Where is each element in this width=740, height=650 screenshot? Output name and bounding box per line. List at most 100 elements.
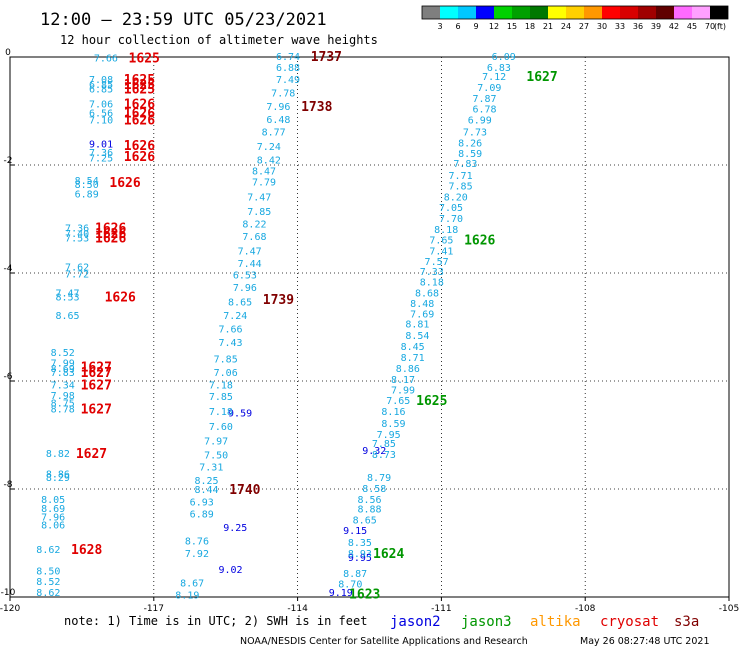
swh-value: 7.79 <box>252 177 276 188</box>
swh-value: 7.47 <box>55 289 79 300</box>
time-labels: 1625162516251625162616261626162616261626… <box>71 50 558 602</box>
swh-value: 7.83 <box>453 159 477 170</box>
time-label: 1625 <box>416 394 447 409</box>
swh-value: 7.70 <box>439 214 463 225</box>
swh-value: 6.78 <box>472 104 496 115</box>
plot-area: -120 -117 -114 -111 -108 -105 0 -2 -4 -6 -8 -10 9.0… <box>0 48 739 614</box>
swh-value: 7.96 <box>266 102 290 113</box>
swh-value: 8.65 <box>353 515 377 526</box>
swh-value: 8.25 <box>194 476 218 487</box>
time-label: 1625 <box>124 73 155 88</box>
swh-value: 7.78 <box>271 89 295 100</box>
swh-value: 7.57 <box>425 257 449 268</box>
swh-value: 7.05 <box>439 203 463 214</box>
swh-value: 8.50 <box>75 180 99 191</box>
swh-value: 7.31 <box>199 462 223 473</box>
scale-swatch <box>494 6 512 19</box>
swh-value: 7.97 <box>204 436 228 447</box>
time-label: 1626 <box>109 176 140 191</box>
swh-value: 8.56 <box>357 495 381 506</box>
swh-value: 7.96 <box>233 283 257 294</box>
scale-label: 27 <box>579 22 589 31</box>
swh-value: 8.67 <box>180 579 204 590</box>
swh-value: 8.77 <box>262 128 286 139</box>
swh-value: 8.18 <box>434 225 458 236</box>
scale-swatch <box>530 6 548 19</box>
color-scale-bar: 3 6 9 12 15 18 21 24 27 30 33 36 39 42 45 70(ft) <box>421 5 729 31</box>
scale-unit: (ft) <box>714 22 726 31</box>
swh-value: 7.85 <box>214 354 238 365</box>
time-label: 1626 <box>124 150 155 165</box>
swh-value: 7.66 <box>218 325 242 336</box>
swh-value: 8.69 <box>51 364 75 375</box>
swh-value: 7.40 <box>65 229 89 240</box>
swh-value: 7.24 <box>257 142 281 153</box>
scale-label: 70 <box>705 22 715 31</box>
swh-value: 7.85 <box>247 207 271 218</box>
swh-value: 8.06 <box>41 521 65 532</box>
swh-value: 8.88 <box>357 505 381 516</box>
swh-value: 8.79 <box>367 473 391 484</box>
time-label: 1627 <box>526 70 557 85</box>
swh-value: 7.73 <box>463 128 487 139</box>
scale-label: 18 <box>525 22 535 31</box>
swh-value: 7.47 <box>238 246 262 257</box>
swh-value: 7.87 <box>472 94 496 105</box>
scale-label: 9 <box>473 22 478 31</box>
scale-swatch <box>566 6 584 19</box>
swh-value: 8.50 <box>36 567 60 578</box>
time-label: 1627 <box>81 403 112 418</box>
swh-value: 7.62 <box>65 263 89 274</box>
swh-value: 8.48 <box>410 299 434 310</box>
legend-item: altika <box>530 614 581 630</box>
plot-frame <box>9 56 730 598</box>
y-tick-label: -2 <box>4 156 13 166</box>
swh-value: 6.56 <box>89 109 113 120</box>
swh-value: 8.19 <box>175 590 199 601</box>
swh-value: 9.32 <box>362 446 386 457</box>
swh-value: 7.33 <box>420 267 444 278</box>
swh-value: 7.43 <box>218 338 242 349</box>
swh-value: 8.22 <box>242 219 266 230</box>
swh-value: 8.35 <box>348 538 372 549</box>
swh-value: 8.45 <box>401 342 425 353</box>
scale-label: 39 <box>651 22 661 31</box>
scale-label: 3 <box>437 22 442 31</box>
scale-swatch <box>422 6 440 19</box>
swh-value: 6.09 <box>492 52 516 63</box>
time-label: 1626 <box>464 234 495 249</box>
swh-value: 7.99 <box>391 386 415 397</box>
swh-value: 7.68 <box>242 232 266 243</box>
time-label: 1627 <box>81 366 112 381</box>
swh-value: 7.18 <box>209 407 233 418</box>
swh-value: 8.75 <box>51 399 75 410</box>
time-label: 1625 <box>124 78 155 93</box>
time-label: 1625 <box>129 52 160 67</box>
swh-value: 8.42 <box>257 156 281 167</box>
swh-value: 9.59 <box>228 408 252 419</box>
scale-swatch <box>656 6 674 19</box>
scale-label: 30 <box>597 22 607 31</box>
scale-label: 33 <box>615 22 625 31</box>
swh-value: 7.71 <box>449 171 473 182</box>
swh-value: 8.52 <box>51 348 75 359</box>
swh-value: 8.53 <box>55 292 79 303</box>
swh-value: 8.86 <box>46 469 70 480</box>
scale-label: 24 <box>561 22 571 31</box>
swh-value: 7.72 <box>65 270 89 281</box>
time-label: 1625 <box>124 82 155 97</box>
chart-subtitle: 12 hour collection of altimeter wave hei… <box>60 33 378 47</box>
scale-frame <box>421 5 729 20</box>
scale-label: 6 <box>455 22 460 31</box>
swh-value: 9.15 <box>343 526 367 537</box>
scale-swatch <box>512 6 530 19</box>
x-tick-label: -117 <box>144 604 164 614</box>
scale-swatch <box>602 6 620 19</box>
x-tick-label: -108 <box>575 604 596 614</box>
swh-value: 6.88 <box>276 63 300 74</box>
swh-value: 9.01 <box>89 139 113 150</box>
scale-swatch <box>458 6 476 19</box>
swh-value: 8.62 <box>36 545 60 556</box>
swh-value: 8.76 <box>185 536 209 547</box>
